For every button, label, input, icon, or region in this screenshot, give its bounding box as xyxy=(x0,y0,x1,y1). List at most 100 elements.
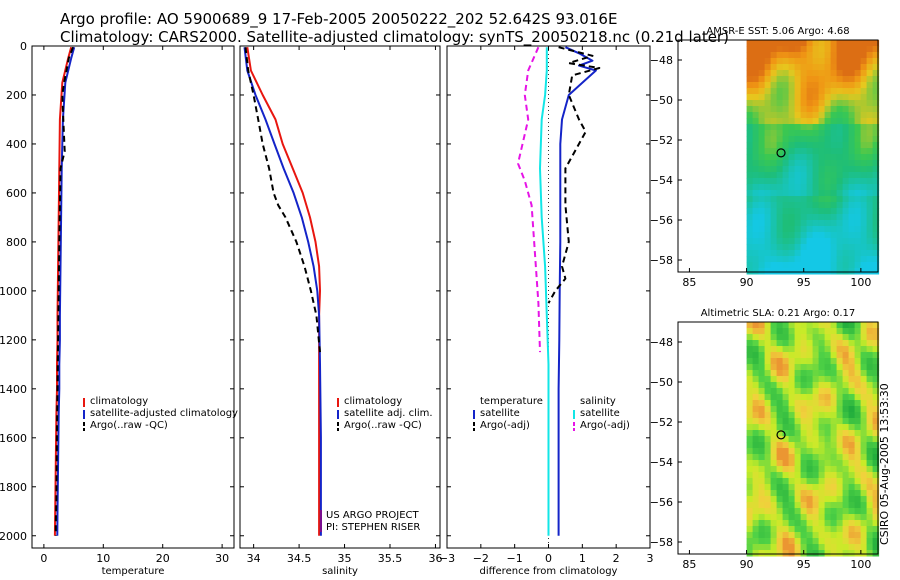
sst-map-cell xyxy=(842,106,850,113)
sla-map-cell xyxy=(848,526,856,533)
sst-map-cell xyxy=(824,148,832,155)
sst-map-cell xyxy=(764,124,772,131)
sla-map-cell xyxy=(758,364,766,371)
sst-map-cell xyxy=(776,58,784,65)
sla-map-cell xyxy=(800,394,808,401)
sst-map-cell xyxy=(818,226,826,233)
sst-map-cell xyxy=(848,184,856,191)
sst-map-cell xyxy=(824,226,832,233)
sla-map-cell xyxy=(842,484,850,491)
sla-map-cell xyxy=(872,382,880,389)
sst-map-cell xyxy=(872,256,880,263)
sst-map-cell xyxy=(752,46,760,53)
sst-map-cell xyxy=(872,82,880,89)
sla-map-cell xyxy=(866,412,874,419)
sst-map-cell xyxy=(848,88,856,95)
sst-map-cell xyxy=(824,256,832,263)
sla-map-cell xyxy=(818,400,826,407)
sla-map-cell xyxy=(746,442,754,449)
sla-map-cell xyxy=(818,328,826,335)
sst-map-cell xyxy=(806,124,814,131)
sla-map-cell xyxy=(866,406,874,413)
sst-map-cell xyxy=(800,64,808,71)
sla-map-cell xyxy=(800,382,808,389)
sla-map-cell xyxy=(746,412,754,419)
sst-map-cell xyxy=(836,160,844,167)
salinity-xtick-label: 35 xyxy=(338,552,352,565)
sla-map-cell xyxy=(764,448,772,455)
sla-map-cell xyxy=(842,394,850,401)
sla-map-cell xyxy=(830,334,838,341)
sst-map-cell xyxy=(770,178,778,185)
sla-map-cell xyxy=(782,340,790,347)
sst-map-cell xyxy=(764,130,772,137)
sla-map-cell xyxy=(824,412,832,419)
sst-map-cell xyxy=(758,166,766,173)
sst-map-cell xyxy=(818,256,826,263)
sst-map-cell xyxy=(812,202,820,209)
sla-map-cell xyxy=(872,454,880,461)
sla-map-cell xyxy=(860,502,868,509)
sla-map-cell xyxy=(800,454,808,461)
sla-map-cell xyxy=(812,490,820,497)
sst-map-cell xyxy=(842,58,850,65)
sla-map-cell xyxy=(788,526,796,533)
sst-map-cell xyxy=(800,166,808,173)
sla-map-cell xyxy=(752,472,760,479)
sla-map-cell xyxy=(848,406,856,413)
sst-map-cell xyxy=(770,196,778,203)
sla-map-cell xyxy=(776,364,784,371)
sla-map-cell xyxy=(800,322,808,329)
sst-map-cell xyxy=(758,100,766,107)
sst-map-cell xyxy=(860,178,868,185)
salinity-xtick-label: 36 xyxy=(428,552,442,565)
sst-map-cell xyxy=(866,226,874,233)
sst-map-cell xyxy=(836,172,844,179)
sst-map-cell xyxy=(860,190,868,197)
sla-map-cell xyxy=(782,496,790,503)
sst-map-cell xyxy=(872,70,880,77)
sst-map-cell xyxy=(836,256,844,263)
sst-map-cell xyxy=(806,58,814,65)
sst-map-cell xyxy=(860,142,868,149)
sst-map-cell xyxy=(836,268,844,275)
sst-map-cell xyxy=(812,262,820,269)
sla-map-cell xyxy=(872,526,880,533)
sst-map-cell xyxy=(794,268,802,275)
sla-map-cell xyxy=(782,424,790,431)
sla-map-cell xyxy=(866,454,874,461)
salinity-xtick-label: 34.5 xyxy=(287,552,312,565)
sla-map-cell xyxy=(848,532,856,539)
sla-map-cell xyxy=(842,496,850,503)
sla-map-cell xyxy=(788,508,796,515)
sla-map-cell xyxy=(788,484,796,491)
sst-map-cell xyxy=(800,82,808,89)
sst-map-cell xyxy=(782,196,790,203)
sst-map-cell xyxy=(764,64,772,71)
sla-map-cell xyxy=(836,394,844,401)
sst-map-cell xyxy=(824,136,832,143)
sst-map-cell xyxy=(770,184,778,191)
sla-map-cell xyxy=(860,436,868,443)
temperature-legend-label-0: climatology xyxy=(90,396,148,407)
sla-map-cell xyxy=(872,442,880,449)
sst-map-cell xyxy=(782,262,790,269)
sst-map-cell xyxy=(770,268,778,275)
project-annotation-0: US ARGO PROJECT xyxy=(326,510,420,521)
sla-map-cell xyxy=(788,514,796,521)
sla-map-cell xyxy=(788,340,796,347)
sst-map-cell xyxy=(776,226,784,233)
sla-map-cell xyxy=(818,502,826,509)
sla-map-cell xyxy=(752,430,760,437)
sst-map-cell xyxy=(770,124,778,131)
sla-map-cell xyxy=(806,412,814,419)
sst-map-cell xyxy=(788,58,796,65)
sst-map-cell xyxy=(854,202,862,209)
sst-map-cell xyxy=(848,154,856,161)
sst-map-cell xyxy=(800,178,808,185)
sla-map-cell xyxy=(860,352,868,359)
sla-map-cell xyxy=(842,460,850,467)
sst-map-cell xyxy=(842,46,850,53)
sst-map-cell xyxy=(782,232,790,239)
sla-map-cell xyxy=(782,448,790,455)
